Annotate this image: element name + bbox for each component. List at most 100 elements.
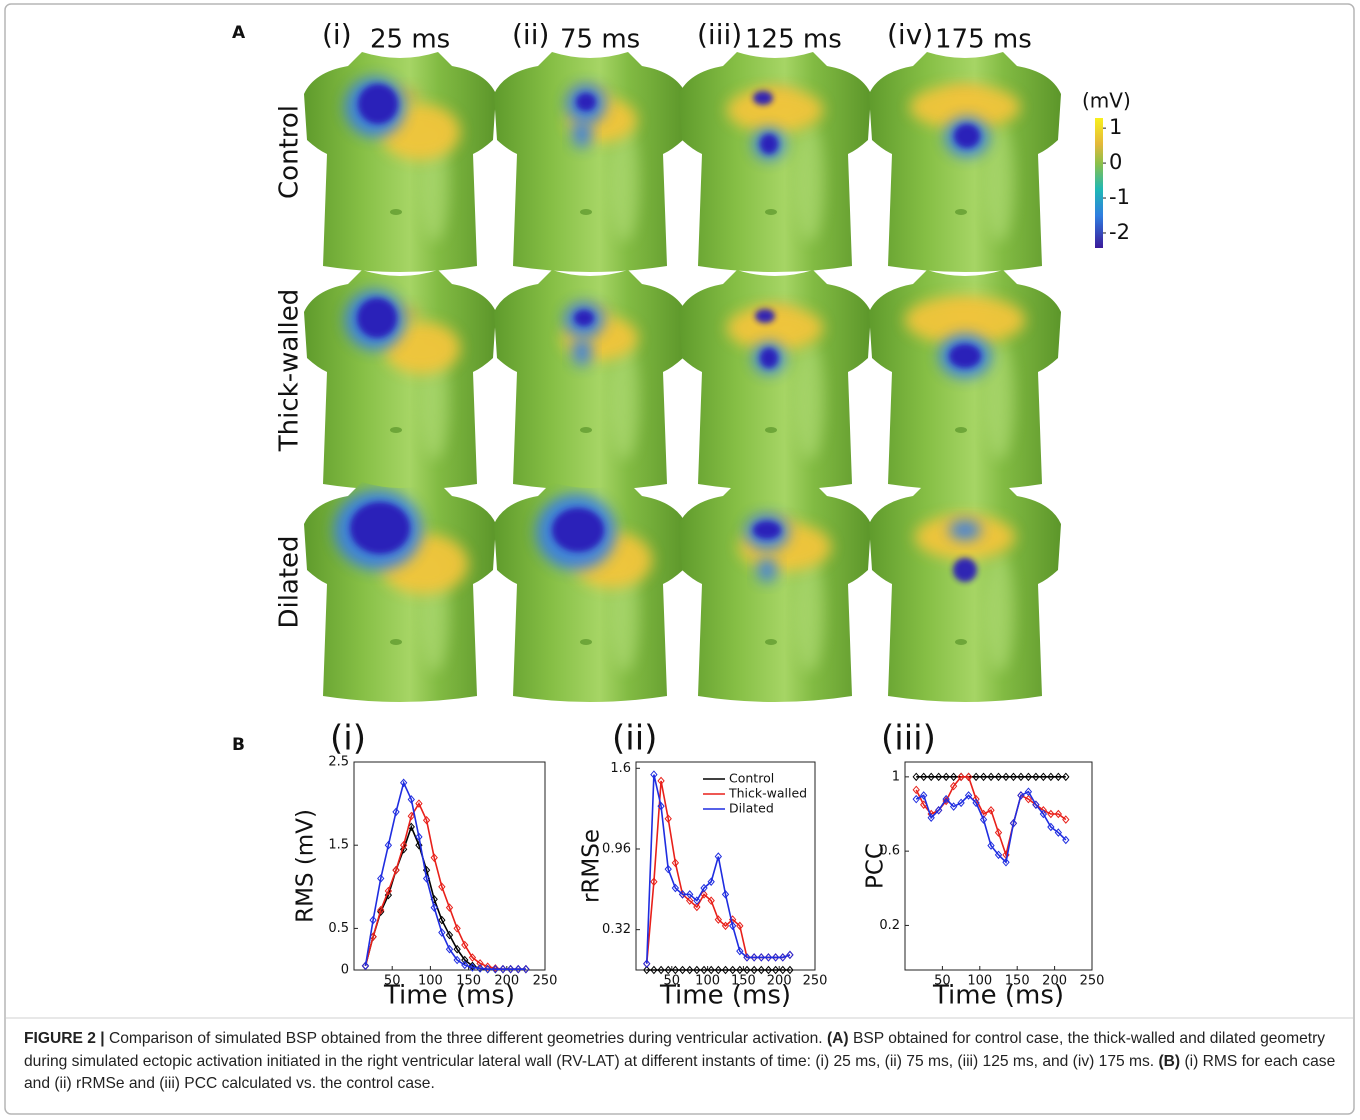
potential-spot: [760, 348, 778, 368]
colorbar-tick-label: -2: [1109, 220, 1130, 244]
potential-spot: [576, 93, 596, 111]
column-time: 25 ms: [370, 25, 450, 55]
chart-title: (i): [330, 719, 366, 759]
colorbar: [1095, 118, 1103, 248]
y-axis-label: rRMSe: [579, 829, 605, 903]
potential-spot: [727, 88, 823, 132]
torso: [494, 482, 686, 702]
y-axis-label: RMS (mV): [293, 809, 319, 923]
caption-label: (B): [1158, 1053, 1180, 1070]
x-tick-label: 50: [934, 974, 951, 989]
torso: [679, 52, 871, 272]
page: { "panel_a": { "label": "A", "columns": …: [0, 0, 1360, 1120]
caption: FIGURE 2 | Comparison of simulated BSP o…: [24, 1028, 1339, 1096]
y-tick-label: 1: [892, 769, 900, 784]
x-tick-label: 100: [418, 974, 443, 989]
y-tick-label: 0.96: [602, 841, 631, 856]
column-index: (iii): [697, 18, 742, 51]
colorbar-tick-label: -1: [1109, 185, 1130, 209]
column-time: 175 ms: [935, 25, 1032, 55]
x-tick-label: 100: [695, 974, 720, 989]
y-tick-label: 2.5: [328, 755, 349, 770]
potential-spot: [572, 338, 592, 366]
column-index: (i): [322, 18, 352, 51]
potential-spot: [949, 344, 981, 368]
navel: [580, 427, 592, 433]
caption-label: (A): [827, 1030, 849, 1047]
potential-spot: [954, 124, 980, 148]
legend-label: Thick-walled: [728, 786, 807, 801]
y-tick-label: 0.6: [879, 844, 900, 859]
torso-body: [304, 270, 496, 490]
navel: [765, 427, 777, 433]
potential-spot: [753, 521, 781, 539]
potential-spot: [755, 309, 775, 323]
panel-label: A: [232, 23, 246, 43]
colorbar-tick-label: 0: [1109, 150, 1122, 174]
highlight: [796, 552, 824, 672]
torso: [304, 52, 496, 272]
colorbar-tick-label: 1: [1109, 115, 1122, 139]
row-label: Dilated: [275, 535, 305, 628]
colorbar-label: (mV): [1082, 89, 1131, 113]
y-tick-label: 0.5: [328, 921, 349, 936]
torso: [679, 482, 871, 702]
figure: A B (i)Time (ms)RMS (mV)5010015020025000…: [0, 0, 1360, 1120]
torso: [494, 52, 686, 272]
series-line: [916, 792, 1066, 863]
x-tick-label: 150: [1005, 974, 1030, 989]
x-tick-label: 50: [384, 974, 401, 989]
potential-spot: [753, 91, 773, 105]
highlight: [796, 340, 824, 460]
row-label: Control: [275, 105, 305, 199]
column-time: 125 ms: [745, 25, 842, 55]
torso: [494, 270, 686, 490]
torso: [869, 482, 1061, 702]
caption-lead: FIGURE 2 |: [24, 1030, 105, 1047]
series-line: [365, 804, 525, 970]
potential-spot: [574, 310, 594, 326]
navel: [955, 209, 967, 215]
torso-body: [679, 482, 871, 702]
navel: [580, 639, 592, 645]
navel: [955, 427, 967, 433]
column-index: (iv): [887, 18, 933, 51]
chart-title: (iii): [881, 719, 936, 759]
x-tick-label: 200: [494, 974, 519, 989]
navel: [765, 209, 777, 215]
x-tick-label: 150: [456, 974, 481, 989]
row-label: Thick-walled: [275, 289, 305, 452]
potential-spot: [757, 558, 777, 582]
potential-spot: [949, 520, 981, 540]
column-index: (ii): [512, 18, 549, 51]
navel: [390, 639, 402, 645]
torso: [679, 270, 871, 490]
column-time: 75 ms: [560, 25, 640, 55]
potential-spot: [358, 84, 398, 124]
legend-label: Control: [729, 771, 774, 786]
navel: [955, 639, 967, 645]
x-tick-label: 200: [1042, 974, 1067, 989]
torso: [869, 270, 1061, 490]
navel: [765, 639, 777, 645]
y-tick-label: 1.6: [610, 761, 631, 776]
y-tick-label: 1.5: [328, 838, 349, 853]
plot-frame: [905, 762, 1092, 970]
y-tick-label: 0.32: [602, 922, 631, 937]
chart-title: (ii): [612, 719, 657, 759]
charts: (i)Time (ms)RMS (mV)5010015020025000.51.…: [293, 719, 1105, 1011]
navel: [390, 427, 402, 433]
potential-spot: [350, 502, 410, 554]
highlight: [986, 552, 1014, 672]
torso: [869, 52, 1061, 272]
torso-body: [304, 52, 496, 272]
panel-label: B: [232, 735, 245, 755]
legend-label: Dilated: [729, 801, 774, 816]
y-tick-label: 0.2: [879, 918, 900, 933]
caption-text: Comparison of simulated BSP obtained fro…: [105, 1030, 827, 1047]
highlight: [986, 122, 1014, 242]
y-tick-label: 0: [341, 963, 349, 978]
potential-spot: [552, 508, 604, 552]
torso: [304, 270, 496, 490]
torso-body: [679, 52, 871, 272]
